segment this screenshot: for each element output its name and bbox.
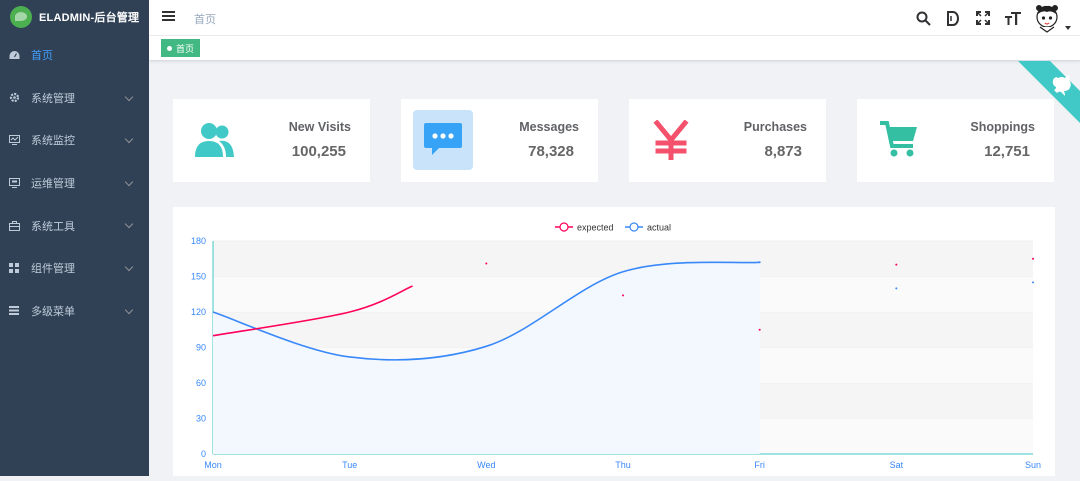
search-icon[interactable] [908,0,938,36]
x-tick-label: Sun [1025,460,1041,470]
gear-icon [8,92,20,104]
sidebar-item-label: 运维管理 [31,178,75,191]
card-messages[interactable]: Messages 78,328 [401,99,598,182]
legend-label-expected: expected [577,223,614,233]
expected-series-line [212,285,413,337]
grid-band [213,241,1033,277]
y-tick-label: 30 [196,414,206,424]
x-tick-label: Tue [342,460,357,470]
hamburger-icon[interactable] [162,11,175,23]
doc-icon[interactable] [938,0,968,36]
sidebar-item-label: 组件管理 [31,263,75,276]
y-tick-label: 180 [191,236,206,246]
card-value: 8,873 [764,143,802,160]
x-tick-label: Wed [477,460,495,470]
dashboard-icon [8,49,20,61]
card-value: 78,328 [528,143,574,160]
panel-group: New Visits 100,255 Messages 78,328 Purchases… [173,99,1055,182]
legend-swatch-circle [629,222,639,232]
actual-point [895,287,898,290]
chevron-down-icon [124,92,134,101]
logo[interactable]: ELADMIN-后台管理 [0,0,149,34]
sidebar-item-5[interactable]: 组件管理 [0,247,149,290]
app-title: ELADMIN-后台管理 [39,12,140,24]
expected-point [622,294,624,297]
x-tick-label: Fri [754,460,765,470]
fullscreen-icon[interactable] [968,0,998,36]
actual-area [213,262,760,454]
navbar: 首页 [149,0,1080,36]
sidebar-menu: 首页系统管理系统监控运维管理系统工具组件管理多级菜单 [0,34,149,332]
tag-dot-icon [167,45,172,51]
sidebar-item-0[interactable]: 首页 [0,34,149,77]
chevron-down-icon [124,177,134,187]
sidebar-item-label: 系统监控 [31,135,75,148]
sidebar-item-4[interactable]: 系统工具 [0,204,149,247]
chevron-down-icon [124,262,134,272]
card-new-visits[interactable]: New Visits 100,255 [173,99,370,182]
breadcrumb[interactable]: 首页 [194,14,216,26]
server-icon [8,177,20,189]
actual-point [758,261,761,264]
users-icon [185,110,245,170]
sidebar-item-label: 首页 [31,50,53,63]
sidebar-item-label: 系统管理 [31,92,75,105]
y-tick-label: 150 [191,272,206,282]
main-area: 首页 [149,0,1080,476]
logo-icon [10,6,32,28]
x-tick-label: Sat [890,460,904,470]
y-tick-label: 90 [196,343,206,353]
message-icon [413,110,473,170]
y-tick-label: 0 [201,449,206,459]
actual-series-line [212,261,760,361]
expected-point [758,328,761,331]
card-value: 100,255 [291,143,346,160]
list-icon [8,305,20,317]
sidebar: ELADMIN-后台管理 首页系统管理系统监控运维管理系统工具组件管理多级菜单 [0,0,149,476]
github-corner-icon[interactable] [1018,61,1080,123]
toolbox-icon [8,220,20,232]
avatar[interactable] [1032,3,1071,33]
tags-view: 首页 [149,36,1080,61]
font-size-icon[interactable] [998,0,1028,36]
expected-point [485,262,488,265]
grid-icon [8,262,20,274]
yen-icon [641,110,701,170]
x-tick-label: Thu [615,460,631,470]
y-tick-label: 120 [191,307,206,317]
chevron-down-icon [124,305,134,314]
sidebar-item-label: 多级菜单 [31,305,75,318]
sidebar-item-2[interactable]: 系统监控 [0,119,149,162]
expected-point [1032,257,1034,260]
x-tick-label: Mon [204,460,222,470]
actual-point [1032,281,1034,284]
chevron-down-icon [124,220,134,229]
card-label: Shoppings [970,120,1035,134]
card-label: Messages [519,120,579,134]
line-chart-panel: 0 30 60 90 120 150 180 Mon Tue Wed Thu Fri Sat Sun exp… [173,207,1055,476]
sidebar-item-label: 系统工具 [31,220,75,233]
sidebar-item-3[interactable]: 运维管理 [0,162,149,205]
y-tick-label: 60 [196,378,206,388]
line-chart: 0 30 60 90 120 150 180 Mon Tue Wed Thu Fri Sat Sun exp… [191,222,1041,470]
chevron-down-icon [124,134,134,144]
legend-swatch-circle [559,222,569,232]
card-label: New Visits [288,120,351,134]
monitor-icon [8,134,20,146]
card-shoppings[interactable]: Shoppings 12,751 [857,99,1054,182]
sidebar-item-1[interactable]: 系统管理 [0,77,149,120]
tag-home[interactable]: 首页 [161,39,201,57]
card-purchases[interactable]: Purchases 8,873 [629,99,826,182]
card-value: 12,751 [984,143,1030,160]
sidebar-item-6[interactable]: 多级菜单 [0,290,149,333]
legend-label-actual: actual [647,223,671,233]
navbar-right [908,0,1080,36]
cart-icon [869,110,929,170]
tag-label: 首页 [176,43,195,54]
expected-point [895,263,898,266]
card-label: Purchases [743,120,807,134]
